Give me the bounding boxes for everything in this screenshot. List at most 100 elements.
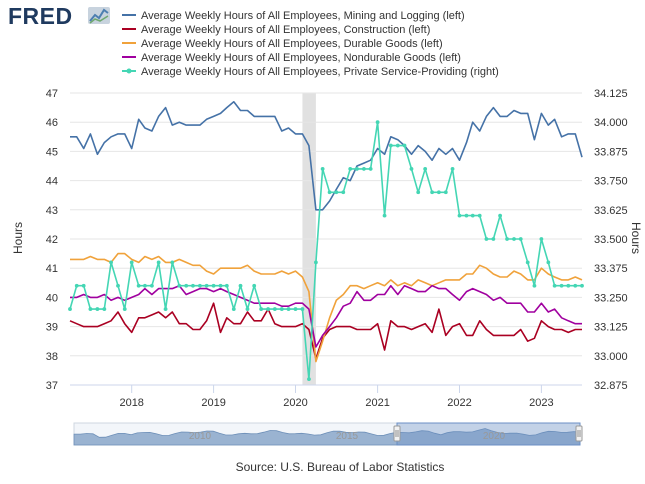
plot-area: 37 38 39 40 41 42 43 44 45 46 47 32.875 33.000 33.12… (46, 88, 628, 409)
series-point (259, 307, 264, 311)
series-point (512, 237, 516, 241)
legend: Average Weekly Hours of All Employees, M… (122, 10, 499, 78)
series-point (491, 237, 496, 241)
series-point (457, 213, 462, 218)
right-tick-label: 33.000 (594, 351, 628, 363)
left-axis-label: Hours (11, 222, 25, 254)
x-tick-label: 2020 (283, 397, 307, 409)
series-0 (70, 101, 583, 211)
fred-logo-text: FRED (8, 3, 73, 29)
legend-item[interactable]: Average Weekly Hours of All Employees, C… (122, 24, 430, 36)
series-point (198, 283, 202, 288)
left-tick-label: 42 (46, 234, 58, 246)
right-tick-label: 33.125 (594, 322, 628, 334)
right-axis-ticks: 32.875 33.000 33.125 33.250 33.375 33.500 33.6… (594, 88, 628, 392)
navigator-year-label: 2015 (336, 431, 359, 442)
legend-item[interactable]: Average Weekly Hours of All Employees, M… (122, 10, 465, 22)
legend-item[interactable]: Average Weekly Hours of All Employees, N… (122, 52, 461, 64)
range-navigator[interactable]: 2010 2015 2020 (73, 422, 583, 446)
series-point (566, 283, 571, 288)
series-point (293, 307, 298, 311)
series-2 (70, 252, 583, 363)
left-tick-label: 47 (46, 88, 58, 100)
series-point (320, 167, 325, 171)
series-point (238, 283, 243, 288)
x-tick-label: 2023 (529, 397, 553, 409)
series-point (402, 143, 407, 148)
series-point (252, 283, 257, 288)
series-point (484, 237, 489, 241)
series-point (272, 307, 277, 311)
series-point (518, 237, 523, 241)
series-point (116, 283, 120, 288)
series-point (341, 190, 346, 195)
series-point (375, 120, 380, 125)
left-axis-ticks: 37 38 39 40 41 42 43 44 45 46 47 (46, 88, 58, 392)
series-point (382, 213, 387, 218)
navigator-labels: 2010 2015 2020 (189, 431, 506, 442)
legend-item[interactable]: Average Weekly Hours of All Employees, D… (122, 38, 443, 50)
series-point (580, 283, 584, 288)
legend-marker (126, 68, 132, 74)
series-point (334, 190, 339, 195)
series-point (423, 167, 428, 171)
right-tick-label: 34.000 (594, 117, 628, 129)
navigator-right-handle[interactable] (575, 425, 583, 442)
series-point (307, 377, 311, 382)
x-axis-ticks: 2018 2019 2020 2021 2022 2023 (70, 384, 582, 409)
navigator-year-label: 2020 (483, 431, 506, 442)
left-tick-label: 46 (46, 117, 58, 129)
series-point (224, 283, 229, 288)
series-4 (68, 120, 584, 382)
right-tick-label: 33.375 (594, 263, 628, 275)
series-point (355, 167, 359, 171)
series-point (156, 260, 161, 265)
series-point (314, 260, 318, 265)
right-tick-label: 33.750 (594, 176, 628, 188)
series-3 (70, 284, 582, 348)
series-1 (69, 302, 582, 360)
series-point (539, 237, 544, 241)
left-tick-label: 43 (46, 205, 58, 217)
x-tick-label: 2018 (119, 397, 143, 409)
legend-item[interactable]: Average Weekly Hours of All Employees, P… (122, 66, 499, 78)
series-point (559, 283, 564, 288)
series-line (70, 101, 583, 211)
series-point (436, 190, 441, 195)
series-point (327, 190, 332, 195)
series-point (409, 167, 414, 171)
series-point (388, 143, 393, 148)
series-point (395, 143, 400, 148)
series-point (505, 237, 509, 241)
left-tick-label: 37 (46, 380, 58, 392)
series-point (95, 307, 100, 311)
series-point (546, 260, 551, 265)
left-tick-label: 40 (46, 292, 58, 304)
x-tick-label: 2019 (201, 397, 225, 409)
series-point (443, 190, 448, 195)
x-tick-label: 2022 (447, 397, 471, 409)
series-point (109, 260, 113, 265)
series-point (184, 283, 189, 288)
navigator-left-handle[interactable] (393, 425, 401, 442)
x-tick-label: 2021 (365, 397, 389, 409)
legend-label: Average Weekly Hours of All Employees, P… (141, 66, 499, 78)
series-point (218, 283, 223, 288)
series-line (70, 252, 583, 363)
series-point (81, 283, 86, 288)
fred-logo-chart-icon (88, 7, 110, 24)
right-tick-label: 33.250 (594, 292, 628, 304)
legend-label: Average Weekly Hours of All Employees, D… (141, 38, 443, 50)
fred-logo[interactable]: FRED (8, 3, 110, 29)
series-point (470, 213, 475, 218)
series-point (266, 307, 271, 311)
series-point (122, 307, 127, 311)
right-tick-label: 33.625 (594, 205, 628, 217)
series-point (348, 167, 353, 171)
series-point (532, 283, 537, 288)
left-tick-label: 38 (46, 351, 58, 363)
series-point (245, 307, 250, 311)
series-lines (68, 101, 584, 382)
